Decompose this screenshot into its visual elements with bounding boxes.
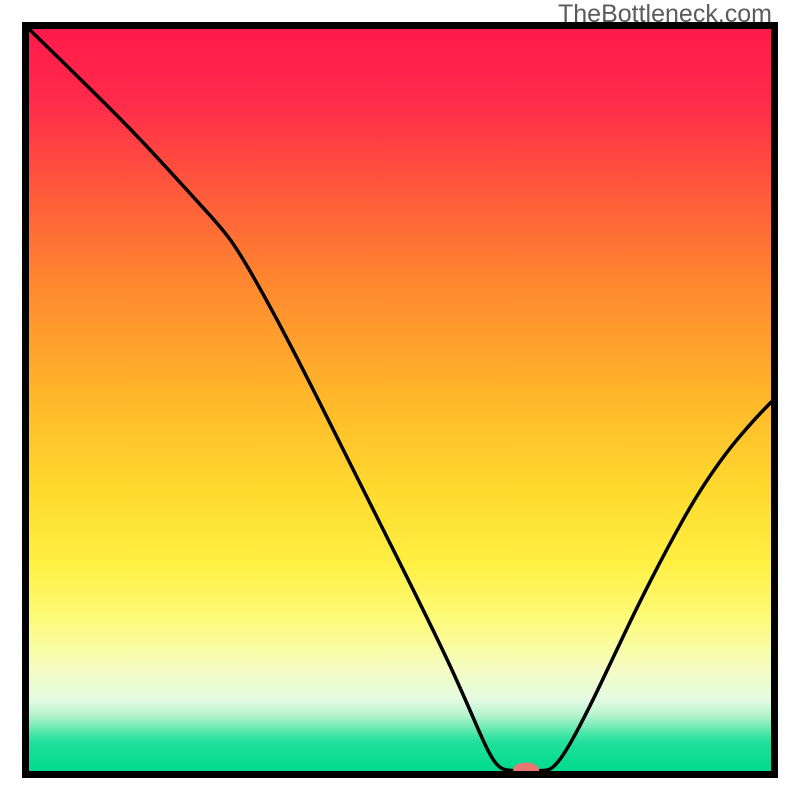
chart-container: TheBottleneck.com [0,0,800,800]
watermark-text: TheBottleneck.com [558,0,772,29]
bottleneck-chart [0,0,800,800]
